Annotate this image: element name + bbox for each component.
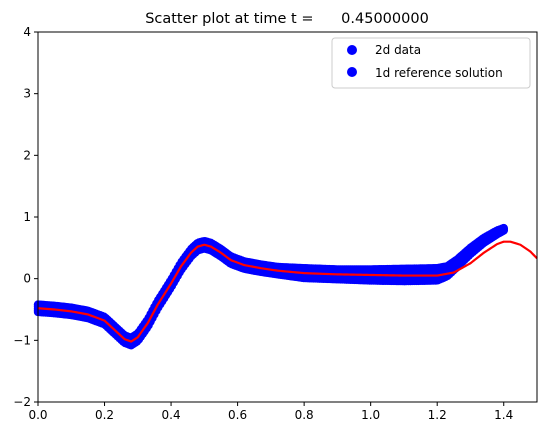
- y-tick-label: 2: [23, 148, 31, 162]
- x-tick-label: 0.4: [162, 408, 181, 422]
- legend-marker-1d-reference: [347, 67, 357, 77]
- x-tick-label: 0.2: [95, 408, 114, 422]
- x-tick-label: 0.8: [295, 408, 314, 422]
- y-tick-label: 4: [23, 25, 31, 39]
- x-tick-label: 1.0: [361, 408, 380, 422]
- x-tick-label: 1.2: [428, 408, 447, 422]
- y-tick-label: 1: [23, 210, 31, 224]
- y-tick-label: 0: [23, 272, 31, 286]
- legend-label-2d-data: 2d data: [375, 43, 421, 57]
- x-tick-label: 1.4: [494, 408, 513, 422]
- y-tick-label: 3: [23, 87, 31, 101]
- chart-title: Scatter plot at time t = 0.45000000: [145, 11, 429, 27]
- legend-marker-2d-data: [347, 45, 357, 55]
- legend-box: [331, 37, 531, 89]
- reference-line: [37, 240, 538, 343]
- x-tick-label: 0.6: [228, 408, 247, 422]
- y-tick-label: −1: [13, 333, 31, 347]
- x-axis: 0.0 0.2 0.4 0.6 0.8 1.0 1.2 1.4: [28, 402, 513, 422]
- legend: 2d data 1d reference solution: [331, 37, 531, 89]
- legend-label-1d-reference: 1d reference solution: [375, 66, 503, 80]
- data-point: [499, 223, 508, 233]
- y-axis: −2 −1 0 1 2 3 4: [13, 25, 38, 409]
- x-tick-label: 0.0: [28, 408, 47, 422]
- data-layer: [33, 223, 538, 350]
- y-tick-label: −2: [13, 395, 31, 409]
